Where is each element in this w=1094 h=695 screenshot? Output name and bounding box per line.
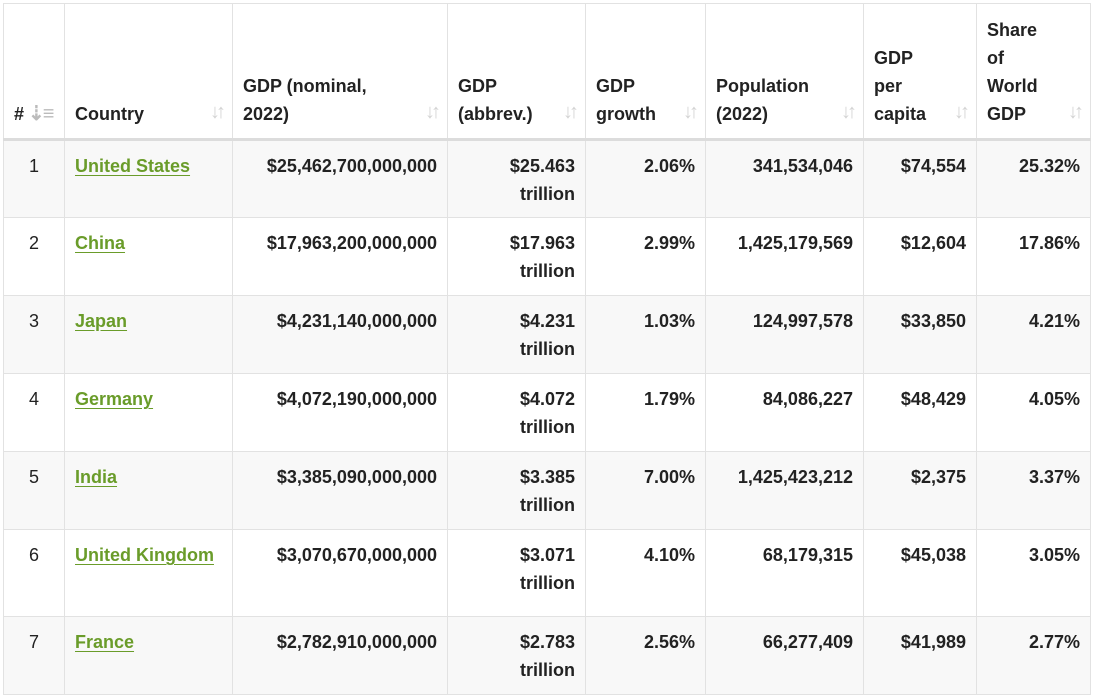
cell-gdp-abbrev: $4.231 trillion bbox=[447, 295, 586, 374]
cell-gdp-per-capita: $45,038 bbox=[863, 529, 977, 617]
table-row: 2 China $17,963,200,000,000 $17.963 trillio… bbox=[3, 217, 1091, 296]
cell-gdp-per-capita: $33,850 bbox=[863, 295, 977, 374]
gdp-table: # ⇣≡ Country ↓↑ GDP (nominal, 2022) ↓↑ GDP (ab… bbox=[3, 3, 1091, 695]
column-header-share-world-gdp[interactable]: Share of World GDP ↓↑ bbox=[976, 3, 1091, 141]
cell-country: United States bbox=[64, 139, 233, 218]
cell-country: China bbox=[64, 217, 233, 296]
cell-gdp-nominal: $17,963,200,000,000 bbox=[232, 217, 448, 296]
cell-population: 66,277,409 bbox=[705, 616, 864, 695]
cell-population: 1,425,179,569 bbox=[705, 217, 864, 296]
cell-gdp-growth: 1.79% bbox=[585, 373, 706, 452]
cell-rank: 4 bbox=[3, 373, 65, 452]
cell-rank: 1 bbox=[3, 139, 65, 218]
cell-population: 84,086,227 bbox=[705, 373, 864, 452]
cell-gdp-growth: 1.03% bbox=[585, 295, 706, 374]
column-header-country[interactable]: Country ↓↑ bbox=[64, 3, 233, 141]
cell-gdp-abbrev: $17.963 trillion bbox=[447, 217, 586, 296]
cell-share-world-gdp: 25.32% bbox=[976, 139, 1091, 218]
country-link[interactable]: India bbox=[75, 467, 118, 487]
table-row: 4 Germany $4,072,190,000,000 $4.072 trillio… bbox=[3, 373, 1091, 452]
cell-rank: 2 bbox=[3, 217, 65, 296]
country-link[interactable]: China bbox=[75, 233, 126, 253]
column-header-label: Share of World GDP bbox=[987, 20, 1038, 124]
column-header-population[interactable]: Population (2022) ↓↑ bbox=[705, 3, 864, 141]
column-header-label: GDP (nominal, 2022) bbox=[243, 76, 367, 124]
cell-gdp-abbrev: $2.783 trillion bbox=[447, 616, 586, 695]
country-link[interactable]: Germany bbox=[75, 389, 154, 409]
cell-gdp-per-capita: $48,429 bbox=[863, 373, 977, 452]
cell-gdp-nominal: $3,070,670,000,000 bbox=[232, 529, 448, 617]
cell-rank: 3 bbox=[3, 295, 65, 374]
country-link[interactable]: France bbox=[75, 632, 135, 652]
cell-gdp-nominal: $3,385,090,000,000 bbox=[232, 451, 448, 530]
cell-gdp-growth: 2.56% bbox=[585, 616, 706, 695]
cell-population: 1,425,423,212 bbox=[705, 451, 864, 530]
sort-icon[interactable]: ↓↑ bbox=[210, 101, 226, 123]
cell-country: France bbox=[64, 616, 233, 695]
cell-population: 124,997,578 bbox=[705, 295, 864, 374]
table-row: 7 France $2,782,910,000,000 $2.783 trillion… bbox=[3, 616, 1091, 695]
table-row: 3 Japan $4,231,140,000,000 $4.231 trillion 1… bbox=[3, 295, 1091, 374]
country-link[interactable]: United Kingdom bbox=[75, 545, 214, 565]
table-header-row: # ⇣≡ Country ↓↑ GDP (nominal, 2022) ↓↑ GDP (ab… bbox=[3, 3, 1091, 141]
table-row: 1 United States $25,462,700,000,000 $25.463… bbox=[3, 139, 1091, 218]
cell-country: India bbox=[64, 451, 233, 530]
cell-share-world-gdp: 3.37% bbox=[976, 451, 1091, 530]
column-header-label: GDP per capita bbox=[874, 48, 927, 124]
column-header-label: # bbox=[14, 104, 25, 124]
cell-gdp-growth: 2.99% bbox=[585, 217, 706, 296]
cell-gdp-nominal: $4,072,190,000,000 bbox=[232, 373, 448, 452]
sort-icon[interactable]: ↓↑ bbox=[683, 101, 699, 123]
table-body: 1 United States $25,462,700,000,000 $25.463… bbox=[3, 139, 1091, 695]
cell-gdp-abbrev: $3.385 trillion bbox=[447, 451, 586, 530]
country-link[interactable]: Japan bbox=[75, 311, 128, 331]
column-header-gdp-nominal[interactable]: GDP (nominal, 2022) ↓↑ bbox=[232, 3, 448, 141]
table-row: 5 India $3,385,090,000,000 $3.385 trillion 7… bbox=[3, 451, 1091, 530]
country-link[interactable]: United States bbox=[75, 156, 191, 176]
cell-rank: 7 bbox=[3, 616, 65, 695]
cell-gdp-abbrev: $4.072 trillion bbox=[447, 373, 586, 452]
sort-icon[interactable]: ↓↑ bbox=[954, 101, 970, 123]
cell-gdp-nominal: $4,231,140,000,000 bbox=[232, 295, 448, 374]
column-header-gdp-growth[interactable]: GDP growth ↓↑ bbox=[585, 3, 706, 141]
column-header-gdp-abbrev[interactable]: GDP (abbrev.) ↓↑ bbox=[447, 3, 586, 141]
cell-rank: 6 bbox=[3, 529, 65, 617]
column-header-label: Population (2022) bbox=[716, 76, 809, 124]
cell-country: Japan bbox=[64, 295, 233, 374]
sort-icon[interactable]: ↓↑ bbox=[1068, 101, 1084, 123]
cell-share-world-gdp: 2.77% bbox=[976, 616, 1091, 695]
column-header-gdp-per-capita[interactable]: GDP per capita ↓↑ bbox=[863, 3, 977, 141]
column-header-label: Country bbox=[75, 104, 144, 124]
cell-country: Germany bbox=[64, 373, 233, 452]
cell-gdp-per-capita: $2,375 bbox=[863, 451, 977, 530]
sort-icon[interactable]: ↓↑ bbox=[563, 101, 579, 123]
cell-rank: 5 bbox=[3, 451, 65, 530]
cell-gdp-nominal: $25,462,700,000,000 bbox=[232, 139, 448, 218]
cell-gdp-abbrev: $3.071 trillion bbox=[447, 529, 586, 617]
column-header-rank[interactable]: # ⇣≡ bbox=[3, 3, 65, 141]
sort-numeric-down-icon[interactable]: ⇣≡ bbox=[28, 103, 54, 125]
cell-gdp-per-capita: $12,604 bbox=[863, 217, 977, 296]
cell-share-world-gdp: 3.05% bbox=[976, 529, 1091, 617]
cell-gdp-per-capita: $41,989 bbox=[863, 616, 977, 695]
cell-share-world-gdp: 17.86% bbox=[976, 217, 1091, 296]
column-header-label: GDP (abbrev.) bbox=[458, 76, 533, 124]
column-header-label: GDP growth bbox=[596, 76, 656, 124]
cell-share-world-gdp: 4.05% bbox=[976, 373, 1091, 452]
sort-icon[interactable]: ↓↑ bbox=[425, 101, 441, 123]
cell-population: 341,534,046 bbox=[705, 139, 864, 218]
cell-country: United Kingdom bbox=[64, 529, 233, 617]
cell-gdp-abbrev: $25.463 trillion bbox=[447, 139, 586, 218]
cell-gdp-nominal: $2,782,910,000,000 bbox=[232, 616, 448, 695]
cell-gdp-growth: 4.10% bbox=[585, 529, 706, 617]
cell-gdp-growth: 7.00% bbox=[585, 451, 706, 530]
cell-population: 68,179,315 bbox=[705, 529, 864, 617]
table-row: 6 United Kingdom $3,070,670,000,000 $3.071 … bbox=[3, 529, 1091, 617]
cell-share-world-gdp: 4.21% bbox=[976, 295, 1091, 374]
sort-icon[interactable]: ↓↑ bbox=[841, 101, 857, 123]
cell-gdp-growth: 2.06% bbox=[585, 139, 706, 218]
cell-gdp-per-capita: $74,554 bbox=[863, 139, 977, 218]
